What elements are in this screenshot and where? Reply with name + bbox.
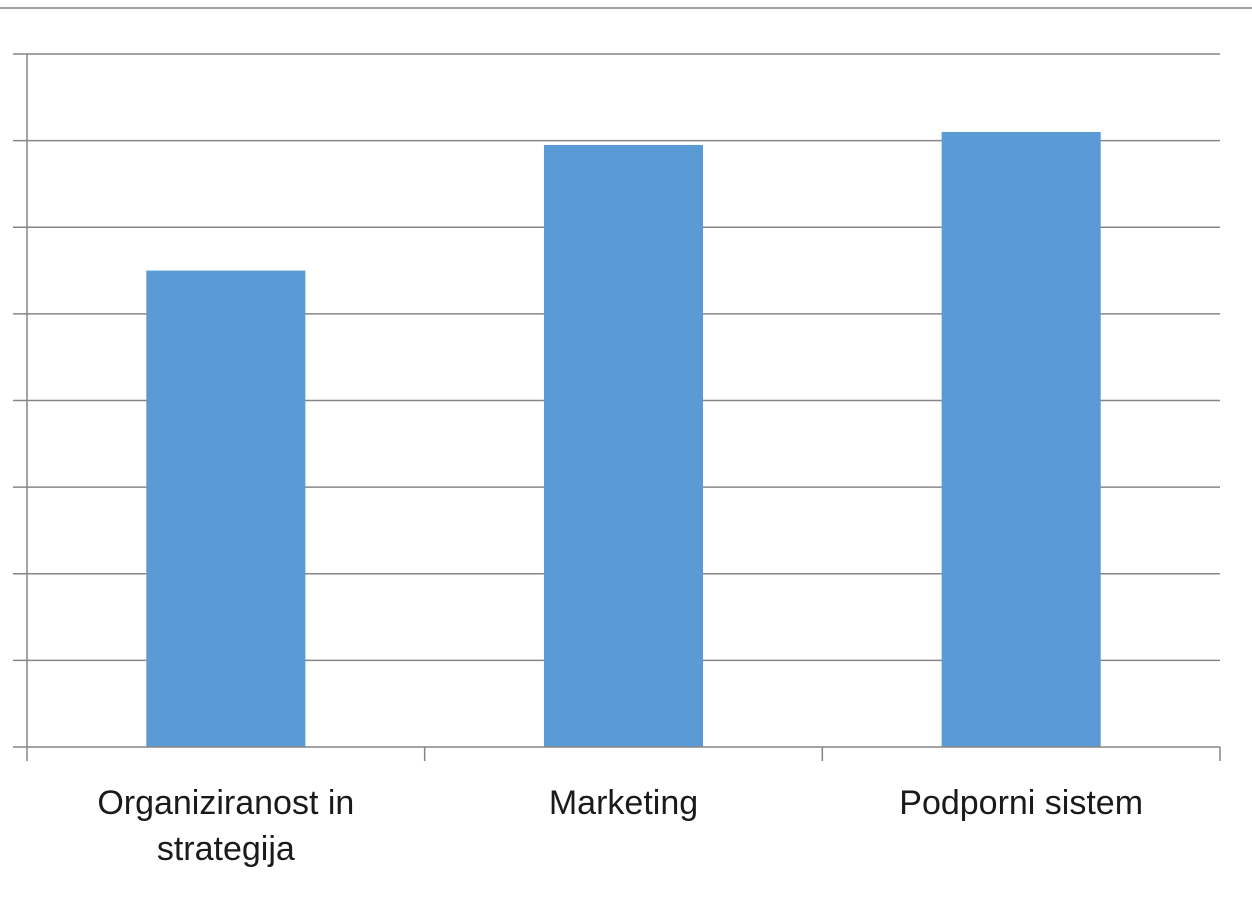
category-label-line: Podporni sistem — [899, 784, 1143, 822]
bar — [146, 270, 306, 747]
category-label-line: Organiziranost in — [97, 784, 354, 822]
axes — [13, 53, 1221, 761]
bar — [543, 144, 704, 748]
category-label: Marketing — [549, 784, 698, 822]
category-label-line: Marketing — [549, 784, 698, 822]
category-label: Organiziranost in strategija — [97, 784, 354, 868]
bar — [941, 131, 1101, 747]
category-label: Podporni sistem — [899, 784, 1143, 822]
bars — [146, 131, 1101, 748]
category-label-line: strategija — [157, 830, 295, 868]
category-labels: Organiziranost in strategija Marketing Podp… — [97, 784, 1143, 868]
